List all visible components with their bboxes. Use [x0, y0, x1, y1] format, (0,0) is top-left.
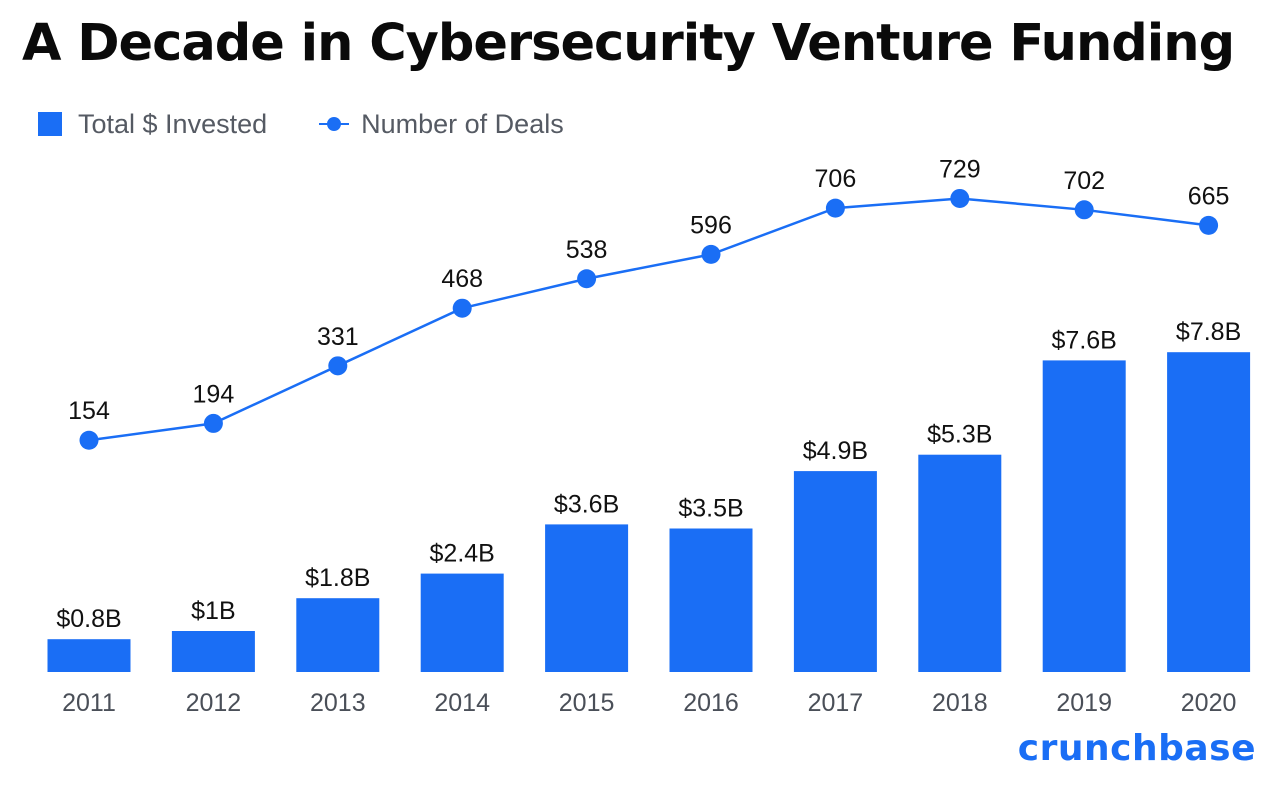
deals-label-2014: 468: [441, 265, 483, 293]
deals-point-2013: [328, 356, 348, 376]
x-tick-2018: 2018: [932, 689, 988, 717]
bar-label-2020: $7.8B: [1176, 318, 1241, 346]
legend-label-invested: Total $ Invested: [78, 108, 268, 139]
deals-label-2016: 596: [690, 211, 732, 239]
x-tick-2012: 2012: [186, 689, 242, 717]
bar-2012: [171, 631, 255, 672]
deals-label-2020: 665: [1188, 182, 1230, 210]
legend-item-invested: Total $ Invested: [38, 109, 267, 140]
bar-2019: [1042, 360, 1126, 672]
deals-point-2015: [577, 269, 597, 289]
x-tick-2019: 2019: [1056, 689, 1112, 717]
bar-2011: [47, 639, 131, 672]
bar-2013: [296, 598, 380, 672]
bar-2016: [669, 528, 753, 672]
deals-label-2012: 194: [193, 380, 235, 408]
deals-point-2018: [950, 188, 970, 208]
bar-label-2018: $5.3B: [927, 421, 992, 449]
x-tick-2013: 2013: [310, 689, 366, 717]
x-tick-2011: 2011: [62, 689, 116, 717]
legend-item-deals: Number of Deals: [267, 109, 564, 140]
deals-label-2015: 538: [566, 236, 608, 264]
bar-2014: [420, 573, 504, 672]
legend: Total $ Invested Number of Deals: [38, 106, 564, 142]
x-tick-2016: 2016: [683, 689, 739, 717]
deals-label-2011: 154: [68, 397, 110, 425]
bar-label-2014: $2.4B: [430, 540, 495, 568]
deals-point-2019: [1074, 200, 1094, 220]
bar-label-2013: $1.8B: [305, 564, 370, 592]
bar-label-2019: $7.6B: [1052, 326, 1117, 354]
bar-label-2017: $4.9B: [803, 437, 868, 465]
bar-2015: [545, 524, 629, 672]
deals-point-2020: [1199, 215, 1219, 235]
deals-label-2019: 702: [1063, 167, 1105, 195]
crunchbase-logo: crunchbase: [1017, 728, 1256, 769]
x-tick-2014: 2014: [434, 689, 490, 717]
deals-label-2013: 331: [317, 323, 359, 351]
x-tick-2015: 2015: [559, 689, 615, 717]
legend-label-deals: Number of Deals: [361, 108, 564, 139]
x-tick-2020: 2020: [1181, 689, 1237, 717]
deals-label-2017: 706: [815, 165, 857, 193]
deals-point-2011: [79, 430, 99, 450]
bar-label-2012: $1B: [191, 597, 235, 625]
deals-point-2014: [452, 298, 472, 318]
deals-point-2017: [825, 198, 845, 218]
bar-label-2016: $3.5B: [678, 495, 743, 523]
bar-label-2015: $3.6B: [554, 490, 619, 518]
x-tick-2017: 2017: [808, 689, 864, 717]
deals-point-2012: [203, 413, 223, 433]
chart-title: A Decade in Cybersecurity Venture Fundin…: [22, 14, 1235, 73]
bar-2020: [1167, 352, 1251, 672]
bar-2018: [918, 454, 1002, 672]
deals-line: [88, 197, 1209, 442]
legend-bar-swatch: [38, 112, 62, 136]
legend-line-marker-icon: [319, 112, 350, 136]
deals-label-2018: 729: [939, 155, 981, 183]
bar-label-2011: $0.8B: [56, 605, 121, 633]
bar-2017: [793, 471, 877, 672]
deals-point-2016: [701, 244, 721, 264]
